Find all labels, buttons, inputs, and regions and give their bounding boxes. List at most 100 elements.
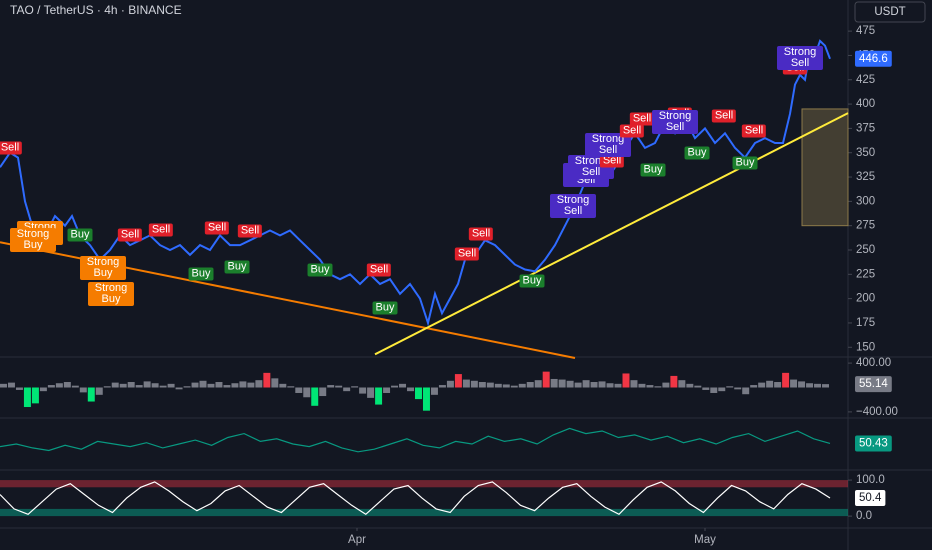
last-value-badge (855, 435, 892, 452)
currency[interactable]: USDT (874, 6, 905, 18)
y-tick-label: 175 (856, 317, 875, 329)
y-tick-label: 275 (856, 220, 875, 232)
histogram-bar (454, 374, 462, 388)
histogram-bar (494, 383, 502, 388)
histogram-bar (750, 385, 758, 388)
histogram-bar (319, 387, 327, 397)
histogram-bar (646, 385, 654, 388)
histogram-bar (758, 382, 766, 388)
histogram-bar (518, 383, 526, 388)
box (801, 108, 849, 227)
band (0, 508, 848, 517)
histogram-bar (766, 380, 774, 388)
histogram-bar (678, 380, 686, 388)
histogram-bar (734, 387, 742, 390)
histogram-bar (0, 383, 7, 388)
histogram-bar (510, 385, 518, 388)
histogram-bar (119, 383, 127, 388)
signal-label: Strong Sell (550, 194, 596, 219)
histogram-bar (239, 381, 247, 388)
histogram-bar (111, 382, 119, 388)
histogram-bar (95, 387, 103, 395)
histogram-bar (295, 387, 303, 393)
signal-label: Buy (640, 163, 666, 177)
histogram-bar (127, 382, 135, 388)
histogram-bar (526, 382, 534, 388)
histogram-bar (694, 385, 702, 388)
histogram-bar (630, 380, 638, 388)
histogram-bar (159, 385, 167, 388)
histogram-bar (446, 380, 454, 388)
histogram-bar (247, 382, 255, 388)
histogram-bar (55, 383, 63, 388)
signal-label: Strong Buy (88, 281, 134, 306)
histogram-bar (566, 380, 574, 388)
y-tick-label: 375 (856, 122, 875, 134)
histogram-bar (383, 387, 391, 393)
histogram-bar (63, 382, 71, 388)
histogram-bar (15, 387, 23, 390)
trendline (374, 112, 849, 356)
x-tick-label: Apr (348, 534, 366, 546)
histogram-bar (175, 387, 183, 390)
histogram-bar (223, 385, 231, 388)
band (0, 480, 848, 488)
histogram-bar (327, 385, 335, 388)
signal-label: Buy (188, 267, 214, 281)
y-tick-label: 400.00 (856, 357, 891, 369)
histogram-bar (359, 387, 367, 394)
histogram-bar (143, 381, 151, 388)
histogram-bar (23, 387, 31, 408)
histogram-bar (103, 386, 111, 388)
signal-label: Sell (204, 221, 230, 235)
signal-label: Buy (684, 146, 710, 160)
last-value-badge (855, 489, 886, 506)
signal-label: Buy (372, 301, 398, 315)
histogram-bar (430, 387, 438, 395)
signal-label: Sell (148, 223, 174, 237)
histogram-bar (654, 386, 662, 388)
histogram-bar (478, 382, 486, 388)
signal-label: Strong Buy (80, 255, 126, 280)
histogram-bar (271, 378, 279, 388)
histogram-bar (87, 387, 95, 402)
last-value-badge (855, 376, 892, 393)
y-tick-label: 225 (856, 268, 875, 280)
histogram-bar (438, 385, 446, 388)
histogram-bar (486, 382, 494, 388)
signal-label: Sell (117, 228, 143, 242)
currency-button[interactable] (854, 1, 926, 23)
signal-label: Sell (741, 124, 767, 138)
histogram-bar (582, 380, 590, 388)
histogram-bar (255, 380, 263, 388)
histogram-bar (806, 383, 814, 388)
histogram-bar (598, 381, 606, 388)
signal-label: Buy (732, 156, 758, 170)
histogram-bar (311, 387, 319, 406)
histogram-bar (558, 379, 566, 388)
histogram-bar (822, 384, 829, 388)
histogram-bar (790, 379, 798, 388)
histogram-bar (742, 387, 750, 395)
histogram-bar (470, 380, 478, 388)
signal-label: Sell (0, 141, 23, 155)
y-tick-label: 425 (856, 74, 875, 86)
histogram-bar (462, 379, 470, 388)
histogram-bar (574, 382, 582, 388)
histogram-bar (782, 372, 790, 388)
y-tick-label: 300 (856, 195, 875, 207)
histogram-bar (702, 387, 710, 390)
histogram-bar (534, 380, 542, 388)
y-tick-label: 0.0 (856, 510, 872, 522)
histogram-bar (814, 383, 822, 388)
histogram-bar (606, 383, 614, 388)
histogram-bar (151, 383, 159, 388)
histogram-bar (502, 384, 510, 388)
y-tick-label: −400.00 (856, 406, 898, 418)
signal-label: Buy (67, 228, 93, 242)
histogram-bar (343, 387, 351, 392)
signal-label: Sell (468, 227, 494, 241)
histogram-bar (279, 383, 287, 388)
